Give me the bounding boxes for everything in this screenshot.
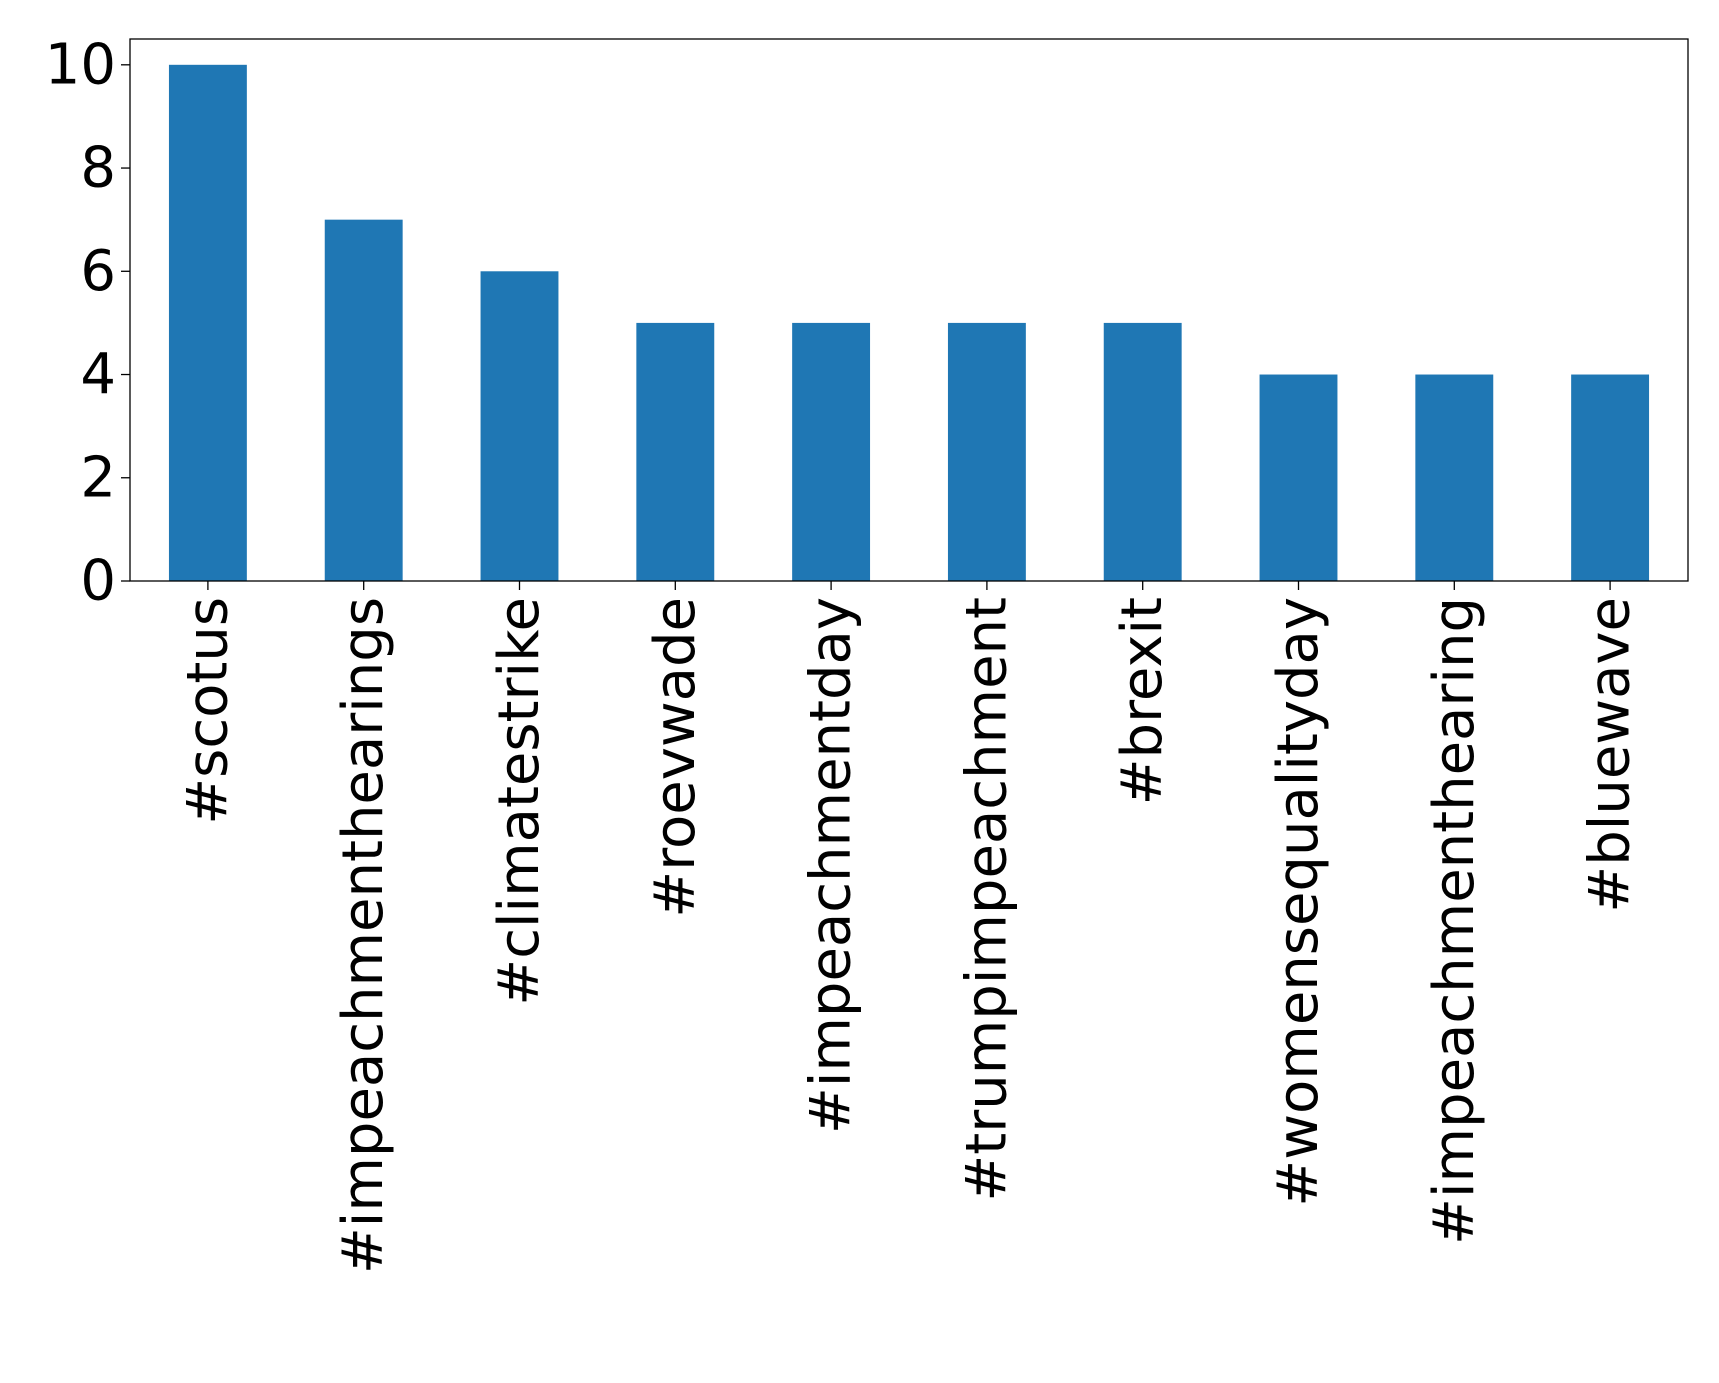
y-tick-label-6: 6 <box>80 239 116 304</box>
plot-frame <box>129 38 1689 582</box>
bar-roevwade <box>636 322 715 581</box>
bar-impeachmenthearing <box>1415 374 1494 581</box>
x-tick-label-bluewave: #bluewave <box>1578 597 1643 913</box>
bar-brexit <box>1103 322 1182 581</box>
x-axis: #scotus #impeachmenthearings #climatestrik… <box>175 581 1643 1274</box>
bars-group <box>168 64 1650 582</box>
x-tick-label-climatestrike: #climatestrike <box>487 597 552 1006</box>
x-tick-label-brexit: #brexit <box>1110 597 1175 805</box>
x-tick-label-scotus: #scotus <box>175 597 240 825</box>
y-tick-label-4: 4 <box>80 342 116 407</box>
bar-womensequalityday <box>1259 374 1338 581</box>
x-tick-label-impeachmenthearings: #impeachmenthearings <box>331 597 396 1274</box>
bar-impeachmenthearings <box>324 219 403 581</box>
x-tick-label-trumpimpeachment: #trumpimpeachment <box>954 597 1019 1202</box>
y-axis: 0 2 4 6 8 10 <box>45 32 130 614</box>
bar-impeachmentday <box>792 322 871 581</box>
y-tick-label-10: 10 <box>45 32 116 97</box>
x-tick-label-impeachmenthearing: #impeachmenthearing <box>1422 597 1487 1245</box>
bar-climatestrike <box>480 271 559 581</box>
y-tick-label-0: 0 <box>80 549 116 614</box>
y-tick-label-2: 2 <box>80 445 116 510</box>
x-tick-label-womensequalityday: #womensequalityday <box>1266 597 1331 1207</box>
bar-trumpimpeachment <box>947 322 1026 581</box>
x-tick-label-impeachmentday: #impeachmentday <box>799 597 864 1134</box>
bar-scotus <box>168 64 247 582</box>
y-tick-label-8: 8 <box>80 136 116 201</box>
x-tick-label-roevwade: #roevwade <box>643 597 708 918</box>
bar-bluewave <box>1571 374 1650 581</box>
